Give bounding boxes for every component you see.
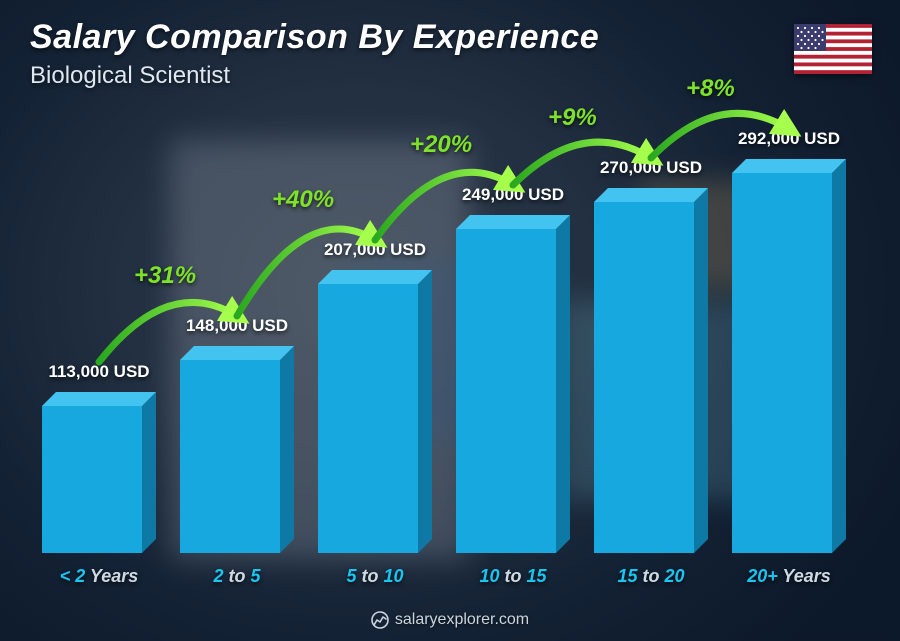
increase-label-0: +31% — [134, 262, 196, 290]
footer-text: salaryexplorer.com — [395, 611, 529, 629]
x-label-0: < 2 Years — [42, 566, 156, 587]
increase-label-3: +9% — [548, 104, 597, 132]
x-label-1: 2 to 5 — [180, 566, 294, 587]
increase-label-2: +20% — [410, 131, 472, 159]
footer: salaryexplorer.com — [0, 611, 900, 629]
x-labels-container: < 2 Years 2 to 5 5 to 10 10 to 15 15 to 20 20… — [42, 566, 846, 587]
infographic-canvas: Salary Comparison By Experience Biologic… — [0, 0, 900, 641]
bar-chart: 113,000 USD148,000 USD207,000 USD249,000… — [42, 110, 846, 587]
country-flag-us — [794, 24, 872, 74]
x-label-4: 15 to 20 — [594, 566, 708, 587]
x-label-3: 10 to 15 — [456, 566, 570, 587]
x-label-5: 20+ Years — [732, 566, 846, 587]
logo-icon — [371, 611, 389, 629]
chart-title: Salary Comparison By Experience — [30, 18, 599, 57]
x-label-2: 5 to 10 — [318, 566, 432, 587]
increase-label-4: +8% — [686, 75, 735, 103]
increase-label-1: +40% — [272, 186, 334, 214]
arcs-container: +31%+40%+20%+9%+8% — [42, 110, 846, 553]
chart-subtitle: Biological Scientist — [30, 62, 230, 90]
